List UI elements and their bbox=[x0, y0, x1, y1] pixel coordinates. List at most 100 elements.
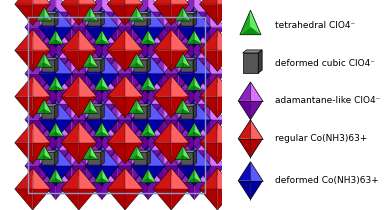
Polygon shape bbox=[41, 182, 56, 200]
Polygon shape bbox=[94, 30, 102, 44]
Polygon shape bbox=[153, 0, 171, 4]
Polygon shape bbox=[149, 120, 164, 138]
Polygon shape bbox=[86, 27, 101, 45]
Polygon shape bbox=[15, 97, 33, 118]
Polygon shape bbox=[101, 104, 104, 119]
Polygon shape bbox=[218, 50, 235, 71]
Polygon shape bbox=[82, 155, 98, 160]
Polygon shape bbox=[218, 0, 235, 4]
Polygon shape bbox=[118, 27, 133, 45]
Polygon shape bbox=[82, 109, 98, 113]
Polygon shape bbox=[200, 76, 218, 97]
Polygon shape bbox=[82, 53, 91, 67]
Polygon shape bbox=[36, 99, 44, 113]
Polygon shape bbox=[134, 58, 151, 60]
Polygon shape bbox=[181, 106, 193, 119]
Polygon shape bbox=[200, 0, 218, 4]
Polygon shape bbox=[40, 120, 55, 138]
Polygon shape bbox=[118, 9, 133, 27]
Polygon shape bbox=[36, 109, 52, 113]
Polygon shape bbox=[94, 132, 110, 136]
Polygon shape bbox=[148, 100, 165, 120]
Polygon shape bbox=[56, 58, 71, 76]
Polygon shape bbox=[56, 146, 73, 166]
Polygon shape bbox=[56, 120, 73, 140]
Polygon shape bbox=[94, 86, 110, 90]
Polygon shape bbox=[149, 27, 164, 45]
Polygon shape bbox=[94, 40, 110, 44]
Polygon shape bbox=[33, 0, 51, 4]
Polygon shape bbox=[82, 63, 98, 67]
Polygon shape bbox=[102, 7, 119, 27]
Polygon shape bbox=[102, 166, 119, 186]
Polygon shape bbox=[87, 86, 102, 104]
Polygon shape bbox=[101, 58, 104, 72]
Polygon shape bbox=[218, 76, 235, 97]
Polygon shape bbox=[171, 0, 189, 4]
Polygon shape bbox=[48, 76, 56, 90]
Polygon shape bbox=[25, 166, 40, 184]
Polygon shape bbox=[133, 86, 148, 104]
Polygon shape bbox=[61, 168, 79, 189]
Polygon shape bbox=[148, 7, 165, 27]
Polygon shape bbox=[131, 7, 148, 27]
Polygon shape bbox=[56, 54, 73, 74]
Polygon shape bbox=[125, 0, 143, 4]
Polygon shape bbox=[186, 40, 202, 44]
Polygon shape bbox=[147, 58, 151, 72]
Polygon shape bbox=[40, 27, 55, 45]
Polygon shape bbox=[39, 166, 56, 186]
Polygon shape bbox=[175, 99, 183, 113]
Polygon shape bbox=[250, 181, 263, 200]
Polygon shape bbox=[56, 104, 71, 122]
Polygon shape bbox=[85, 166, 102, 186]
Polygon shape bbox=[148, 71, 163, 89]
Polygon shape bbox=[42, 12, 58, 14]
Polygon shape bbox=[79, 50, 97, 71]
Polygon shape bbox=[88, 14, 101, 26]
Polygon shape bbox=[140, 178, 156, 183]
Polygon shape bbox=[148, 169, 156, 183]
Polygon shape bbox=[42, 152, 54, 165]
Polygon shape bbox=[15, 122, 33, 143]
Polygon shape bbox=[129, 155, 145, 160]
Polygon shape bbox=[102, 12, 117, 29]
Polygon shape bbox=[125, 76, 143, 97]
Polygon shape bbox=[164, 148, 179, 166]
Polygon shape bbox=[79, 97, 97, 118]
Polygon shape bbox=[41, 40, 56, 58]
Polygon shape bbox=[218, 122, 235, 143]
Polygon shape bbox=[103, 27, 118, 45]
Polygon shape bbox=[71, 148, 86, 166]
Polygon shape bbox=[107, 97, 125, 118]
Polygon shape bbox=[107, 189, 125, 210]
Polygon shape bbox=[149, 166, 164, 184]
Polygon shape bbox=[194, 7, 211, 27]
Polygon shape bbox=[175, 109, 191, 113]
Polygon shape bbox=[79, 168, 97, 189]
Polygon shape bbox=[133, 25, 148, 43]
Polygon shape bbox=[79, 122, 97, 143]
Polygon shape bbox=[117, 74, 132, 91]
Polygon shape bbox=[134, 106, 147, 119]
Polygon shape bbox=[36, 17, 52, 21]
Polygon shape bbox=[250, 120, 263, 139]
Polygon shape bbox=[171, 4, 189, 25]
Polygon shape bbox=[194, 54, 211, 74]
Polygon shape bbox=[148, 30, 156, 44]
Polygon shape bbox=[56, 86, 71, 104]
Polygon shape bbox=[86, 74, 101, 91]
Polygon shape bbox=[153, 76, 171, 97]
Polygon shape bbox=[218, 4, 235, 25]
Polygon shape bbox=[86, 56, 101, 74]
Polygon shape bbox=[153, 122, 171, 143]
Polygon shape bbox=[33, 168, 51, 189]
Polygon shape bbox=[148, 150, 163, 168]
Polygon shape bbox=[56, 102, 71, 120]
Polygon shape bbox=[15, 0, 33, 4]
Polygon shape bbox=[133, 135, 148, 153]
Polygon shape bbox=[133, 182, 148, 200]
Polygon shape bbox=[194, 169, 202, 183]
Polygon shape bbox=[179, 86, 194, 104]
Polygon shape bbox=[118, 102, 133, 120]
